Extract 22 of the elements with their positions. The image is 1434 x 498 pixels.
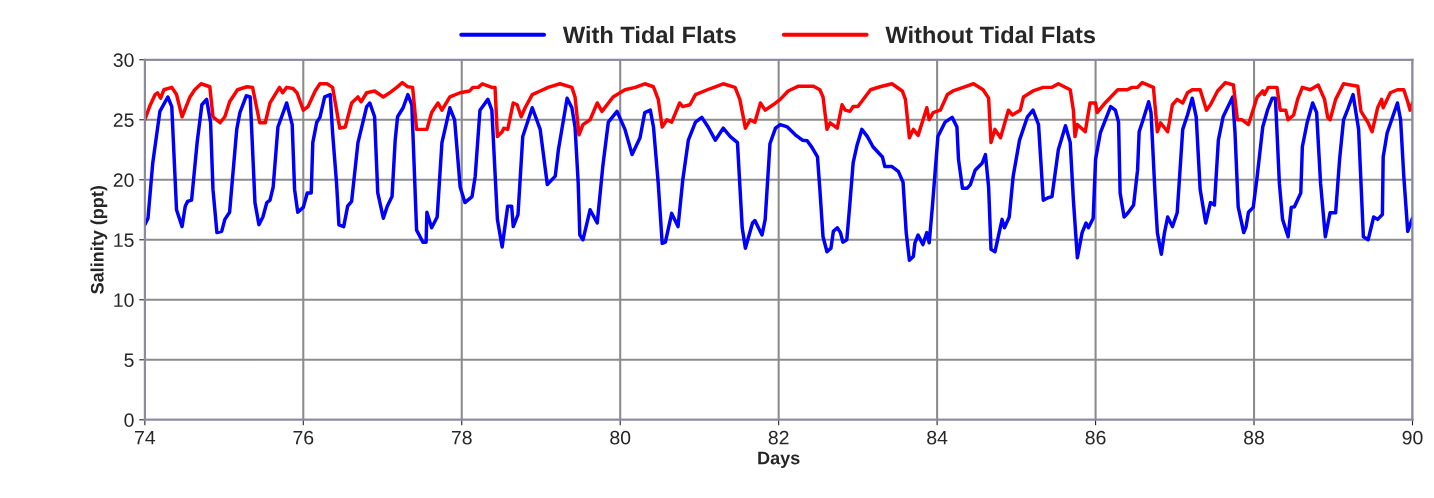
- x-tick-label: 80: [610, 430, 631, 445]
- y-tick-label: 0: [124, 413, 134, 428]
- legend-label: Without Tidal Flats: [885, 25, 1096, 44]
- y-axis-title: Salinity (ppt): [90, 186, 108, 294]
- y-tick-label: 5: [124, 353, 134, 368]
- line-series: [144, 80, 1413, 145]
- x-tick-label: 82: [768, 430, 789, 445]
- x-tick-label: 76: [293, 430, 314, 445]
- legend-label: With Tidal Flats: [562, 25, 736, 44]
- x-tick-label: 84: [927, 430, 948, 445]
- y-tick-label: 10: [114, 293, 134, 308]
- x-tick-label: 74: [135, 430, 156, 445]
- x-tick-label: 88: [1244, 430, 1264, 445]
- x-tick-label: 90: [1402, 430, 1423, 445]
- y-tick-label: 25: [113, 113, 134, 128]
- x-tick-label: 78: [451, 430, 472, 445]
- line-series: [144, 92, 1413, 262]
- y-tick-label: 20: [113, 173, 134, 188]
- x-axis-title: Days: [758, 451, 800, 468]
- y-tick-label: 30: [113, 53, 134, 67]
- x-tick-label: 86: [1085, 430, 1106, 445]
- y-tick-label: 15: [114, 233, 134, 248]
